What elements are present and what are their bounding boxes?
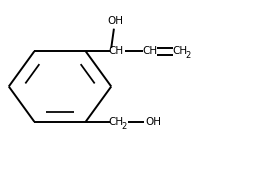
Text: OH: OH (145, 117, 161, 127)
Text: CH: CH (109, 46, 124, 56)
Text: CH: CH (143, 46, 158, 56)
Text: 2: 2 (122, 122, 127, 131)
Text: CH: CH (173, 46, 188, 56)
Text: 2: 2 (185, 51, 190, 60)
Text: CH: CH (109, 117, 124, 127)
Text: OH: OH (107, 16, 123, 26)
